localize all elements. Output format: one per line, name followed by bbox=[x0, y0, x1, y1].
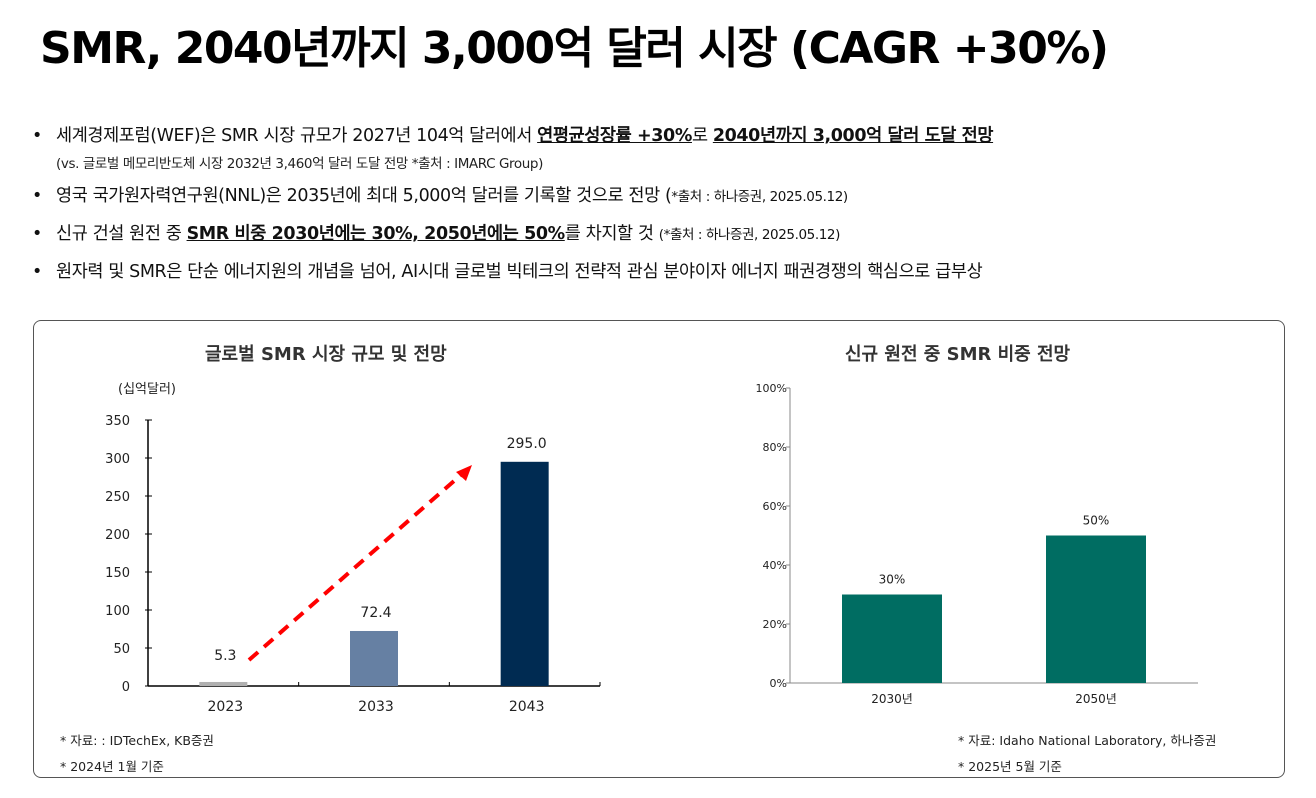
chart1-x-label: 2023 bbox=[208, 699, 244, 715]
chart1-x-label: 2033 bbox=[358, 699, 394, 715]
bullet-text: 세계경제포럼(WEF)은 SMR 시장 규모가 2027년 104억 달러에서 bbox=[56, 126, 538, 146]
chart2-data-label: 30% bbox=[879, 573, 906, 587]
bullet-text: 를 차지할 것 bbox=[564, 224, 659, 244]
chart1-bar-2033 bbox=[350, 630, 398, 686]
bullet-text: 신규 건설 원전 중 bbox=[56, 224, 187, 244]
bullet-highlight: 2040년까지 3,000억 달러 도달 전망 bbox=[712, 126, 994, 146]
bullet-text: 원자력 및 SMR은 단순 에너지원의 개념을 넘어, AI시대 글로벌 빅테크… bbox=[56, 262, 983, 282]
chart1-arrowhead-icon bbox=[456, 465, 472, 481]
chart2-x-label: 2050년 bbox=[1075, 692, 1117, 706]
chart1-bar-2043 bbox=[500, 461, 549, 686]
chart2-x-label: 2030년 bbox=[871, 692, 913, 706]
bullet-list: 세계경제포럼(WEF)은 SMR 시장 규모가 2027년 104억 달러에서 … bbox=[30, 122, 993, 296]
chart2-y-tick-label: 40% bbox=[763, 559, 787, 572]
chart2-y-tick-label: 0% bbox=[770, 677, 787, 690]
chart1-y-tick-label: 150 bbox=[105, 566, 130, 581]
chart1-growth-arrow-line bbox=[247, 472, 464, 662]
chart2-source: * 자료: Idaho National Laboratory, 하나증권 bbox=[958, 733, 1217, 748]
chart2-bar-2050년 bbox=[1046, 535, 1146, 683]
page-title: SMR, 2040년까지 3,000억 달러 시장 (CAGR +30%) bbox=[40, 23, 1109, 74]
chart1-data-label: 72.4 bbox=[360, 605, 391, 621]
bullet-ai: 원자력 및 SMR은 단순 에너지원의 개념을 넘어, AI시대 글로벌 빅테크… bbox=[30, 258, 993, 296]
bullet-text: 로 bbox=[691, 126, 713, 146]
chart1-data-label: 5.3 bbox=[214, 648, 236, 664]
bullet-text: 영국 국가원자력연구원(NNL)은 2035년에 최대 5,000억 달러를 기… bbox=[56, 186, 672, 206]
chart1-y-tick-label: 50 bbox=[113, 642, 130, 657]
chart2-title: 신규 원전 중 SMR 비중 전망 bbox=[845, 344, 1071, 365]
chart1-data-label: 295.0 bbox=[507, 436, 547, 452]
chart2-data-label: 50% bbox=[1083, 514, 1110, 528]
chart1-y-tick-label: 0 bbox=[122, 680, 130, 695]
bullet-wef: 세계경제포럼(WEF)은 SMR 시장 규모가 2027년 104억 달러에서 … bbox=[30, 122, 993, 160]
chart2-y-tick-label: 20% bbox=[763, 618, 787, 631]
chart2-basis: * 2025년 5월 기준 bbox=[958, 759, 1062, 774]
charts-panel bbox=[33, 320, 1285, 778]
chart1-source: * 자료: : IDTechEx, KB증권 bbox=[60, 733, 214, 748]
bullet-subnote: (vs. 글로벌 메모리반도체 시장 2032년 3,460억 달러 도달 전망… bbox=[56, 156, 543, 172]
chart1-y-tick-label: 350 bbox=[105, 414, 130, 429]
chart1-unit: (십억달러) bbox=[118, 382, 176, 397]
bullet-source: *출처 : 하나증권, 2025.05.12) bbox=[671, 189, 848, 205]
bullet-highlight: 연평균성장률 +30% bbox=[537, 126, 692, 146]
chart1-y-tick-label: 200 bbox=[105, 528, 130, 543]
bullet-share: 신규 건설 원전 중 SMR 비중 2030년에는 30%, 2050년에는 5… bbox=[30, 220, 993, 258]
chart2-bar-2030년 bbox=[842, 594, 942, 683]
bullet-nnl: 영국 국가원자력연구원(NNL)은 2035년에 최대 5,000억 달러를 기… bbox=[30, 182, 993, 220]
chart1-x-label: 2043 bbox=[509, 699, 545, 715]
chart1-bar-2023 bbox=[199, 681, 248, 686]
chart2-y-tick-label: 100% bbox=[756, 382, 787, 395]
chart2-y-tick-label: 60% bbox=[763, 500, 787, 513]
chart1-basis: * 2024년 1월 기준 bbox=[60, 759, 164, 774]
bullet-highlight: SMR 비중 2030년에는 30%, 2050년에는 50% bbox=[186, 224, 566, 244]
chart1-title: 글로벌 SMR 시장 규모 및 전망 bbox=[205, 344, 447, 365]
chart2-y-tick-label: 80% bbox=[763, 441, 787, 454]
chart1-y-tick-label: 100 bbox=[105, 604, 130, 619]
chart1-y-tick-label: 300 bbox=[105, 452, 130, 467]
bullet-source: (*출처 : 하나증권, 2025.05.12) bbox=[658, 227, 841, 243]
chart1-y-tick-label: 250 bbox=[105, 490, 130, 505]
